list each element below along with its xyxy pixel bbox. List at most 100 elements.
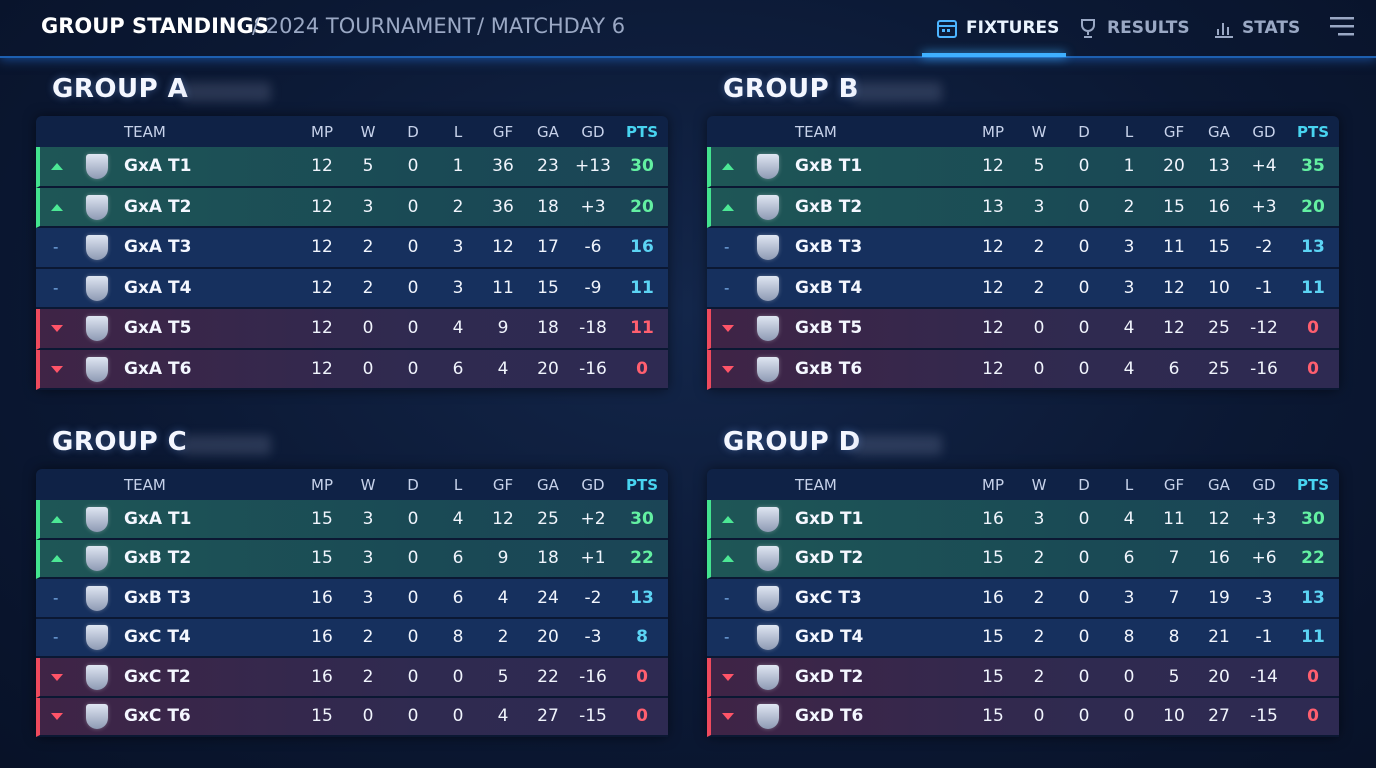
team-row[interactable]: GxC T2 16 2 0 0 5 22 -16 0 <box>36 658 668 698</box>
stat-gf: 15 <box>1163 196 1185 217</box>
stat-w: 5 <box>362 156 374 177</box>
team-row[interactable]: GxB T6 12 0 0 4 6 25 -16 0 <box>707 349 1339 390</box>
team-row[interactable]: - GxA T4 12 2 0 3 11 15 -9 11 <box>36 268 668 309</box>
stat-mp: 12 <box>311 318 333 339</box>
stat-d: 0 <box>407 156 419 177</box>
stat-gd: +6 <box>1251 548 1277 569</box>
team-row[interactable]: - GxD T4 15 2 0 8 8 21 -1 11 <box>707 618 1339 658</box>
stat-d: 0 <box>407 358 419 379</box>
stat-ga: 27 <box>1208 706 1230 727</box>
nav-label: RESULTS <box>1107 18 1190 38</box>
team-row[interactable]: GxA T2 12 3 0 2 36 18 +3 20 <box>36 187 668 228</box>
nav-tab[interactable]: STATS <box>1212 0 1300 56</box>
stat-w: 2 <box>362 627 374 648</box>
team-badge <box>757 194 779 220</box>
stat-ga: 16 <box>1208 196 1230 217</box>
team-row[interactable]: GxA T1 12 5 0 1 36 23 +13 30 <box>36 147 668 188</box>
stat-l: 0 <box>452 706 464 727</box>
team-row[interactable]: GxD T6 15 0 0 0 10 27 -15 0 <box>707 697 1339 737</box>
stat-l: 3 <box>452 277 464 298</box>
stat-pts: 30 <box>1301 508 1325 529</box>
team-name: GxA T4 <box>124 277 192 298</box>
stat-gd: -15 <box>1250 706 1278 727</box>
stat-w: 3 <box>362 196 374 217</box>
active-tab-indicator <box>922 53 1066 57</box>
column-header: L <box>1124 123 1134 141</box>
team-row[interactable]: - GxB T3 16 3 0 6 4 24 -2 13 <box>36 579 668 619</box>
team-row[interactable]: - GxC T3 16 2 0 3 7 19 -3 13 <box>707 579 1339 619</box>
team-row[interactable]: GxB T5 12 0 0 4 12 25 -12 0 <box>707 309 1339 350</box>
status-marker: - <box>724 238 730 257</box>
stat-gd: -6 <box>584 237 602 258</box>
stat-pts: 20 <box>1301 196 1325 217</box>
stat-ga: 18 <box>537 548 559 569</box>
column-header: GD <box>1252 476 1276 494</box>
stat-d: 0 <box>407 706 419 727</box>
team-row[interactable]: - GxB T4 12 2 0 3 12 10 -1 11 <box>707 268 1339 309</box>
stat-w: 5 <box>1033 156 1045 177</box>
column-header: MP <box>982 123 1004 141</box>
standings-table: TEAM MP W D L GF GA GD PTS GxA T1 12 5 0 1 36 23 +13 30 Gx… <box>36 116 668 390</box>
team-badge <box>86 506 108 532</box>
stat-d: 0 <box>1078 318 1090 339</box>
team-badge <box>86 235 108 261</box>
column-header: GD <box>1252 123 1276 141</box>
stat-l: 4 <box>452 318 464 339</box>
team-row[interactable]: GxA T5 12 0 0 4 9 18 -18 11 <box>36 309 668 350</box>
team-row[interactable]: GxC T6 15 0 0 0 4 27 -15 0 <box>36 697 668 737</box>
group-subtitle-blurred <box>852 82 942 102</box>
team-row[interactable]: GxA T1 15 3 0 4 12 25 +2 30 <box>36 500 668 540</box>
stat-mp: 16 <box>982 508 1004 529</box>
stat-gd: -14 <box>1250 666 1278 687</box>
team-row[interactable]: GxA T6 12 0 0 6 4 20 -16 0 <box>36 349 668 390</box>
team-badge <box>757 154 779 180</box>
team-name: GxC T6 <box>124 706 191 727</box>
team-name: GxD T2 <box>795 548 864 569</box>
stat-gf: 4 <box>497 358 509 379</box>
team-badge <box>86 275 108 301</box>
team-badge <box>86 625 108 651</box>
team-row[interactable]: - GxB T3 12 2 0 3 11 15 -2 13 <box>707 228 1339 269</box>
team-name: GxD T2 <box>795 666 864 687</box>
nav-tab[interactable]: RESULTS <box>1077 0 1190 56</box>
team-row[interactable]: GxB T1 12 5 0 1 20 13 +4 35 <box>707 147 1339 188</box>
team-row[interactable]: GxD T2 15 2 0 6 7 16 +6 22 <box>707 539 1339 579</box>
stat-gd: +2 <box>580 508 606 529</box>
team-row[interactable]: - GxC T4 16 2 0 8 2 20 -3 8 <box>36 618 668 658</box>
nav-icon <box>1081 19 1095 38</box>
status-arrow <box>722 203 734 211</box>
team-badge <box>757 546 779 572</box>
stat-mp: 15 <box>982 706 1004 727</box>
stat-mp: 15 <box>311 548 333 569</box>
column-header: W <box>1031 476 1047 494</box>
stat-gf: 4 <box>497 706 509 727</box>
nav-label: STATS <box>1242 18 1301 38</box>
stat-l: 4 <box>452 508 464 529</box>
stat-gd: -15 <box>579 706 607 727</box>
breadcrumb-item: GROUP STANDINGS <box>41 14 269 38</box>
stat-gd: +3 <box>1251 196 1277 217</box>
column-header: TEAM <box>124 123 166 141</box>
team-badge <box>757 704 779 730</box>
team-badge <box>757 664 779 690</box>
stat-gd: -3 <box>584 627 602 648</box>
menu-icon[interactable] <box>1330 16 1356 38</box>
stat-d: 0 <box>407 318 419 339</box>
stat-mp: 12 <box>982 358 1004 379</box>
team-row[interactable]: - GxA T3 12 2 0 3 12 17 -6 16 <box>36 228 668 269</box>
team-row[interactable]: GxB T2 13 3 0 2 15 16 +3 20 <box>707 187 1339 228</box>
status-arrow <box>51 555 63 563</box>
column-header: L <box>453 476 463 494</box>
team-row[interactable]: GxD T2 15 2 0 0 5 20 -14 0 <box>707 658 1339 698</box>
team-name: GxB T3 <box>795 237 863 258</box>
stat-mp: 12 <box>311 237 333 258</box>
team-badge <box>86 356 108 382</box>
column-header: L <box>453 123 463 141</box>
column-header: MP <box>311 123 333 141</box>
nav-tab[interactable]: FIXTURES <box>936 0 1059 56</box>
stat-gd: +4 <box>1251 156 1277 177</box>
team-row[interactable]: GxB T2 15 3 0 6 9 18 +1 22 <box>36 539 668 579</box>
stat-pts: 11 <box>630 318 654 339</box>
team-row[interactable]: GxD T1 16 3 0 4 11 12 +3 30 <box>707 500 1339 540</box>
stat-gf: 5 <box>1168 666 1180 687</box>
